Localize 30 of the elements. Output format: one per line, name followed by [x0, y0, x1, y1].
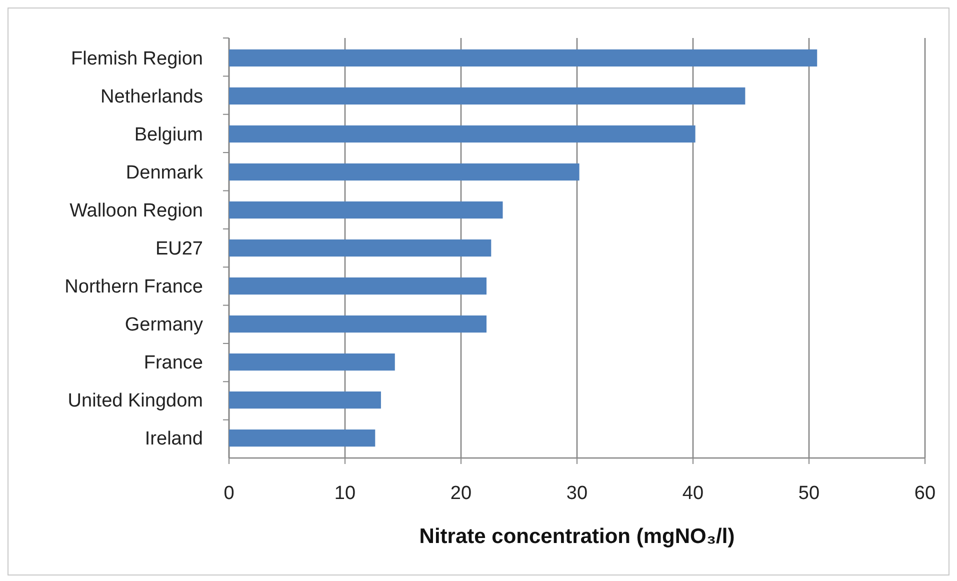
bar — [229, 277, 487, 295]
y-tick-label: Germany — [124, 314, 204, 336]
bar — [229, 429, 376, 447]
y-tick-label: Northern France — [64, 276, 203, 298]
y-tick-label: Walloon Region — [70, 200, 203, 222]
y-tick-label: Flemish Region — [71, 48, 203, 70]
bar — [229, 315, 487, 333]
y-tick-label: Belgium — [134, 124, 203, 146]
x-tick-label: 60 — [914, 483, 936, 504]
bar — [229, 163, 580, 181]
y-tick-label: United Kingdom — [68, 390, 203, 412]
bar — [229, 391, 381, 409]
y-tick-label: Denmark — [126, 162, 204, 184]
x-tick-label: 20 — [450, 483, 472, 504]
bar — [229, 201, 503, 219]
bar — [229, 353, 395, 371]
x-tick-label: 50 — [798, 483, 820, 504]
bar — [229, 49, 818, 67]
bar — [229, 87, 746, 105]
x-axis-title: Nitrate concentration (mgNO₃/l) — [419, 525, 735, 548]
x-tick-label: 0 — [224, 483, 234, 504]
y-tick-label: Netherlands — [100, 86, 203, 108]
bar — [229, 239, 492, 257]
y-tick-label: France — [144, 352, 203, 374]
x-tick-label: 40 — [682, 483, 704, 504]
x-tick-label: 30 — [566, 483, 588, 504]
y-tick-label: Ireland — [144, 428, 203, 450]
bar — [229, 125, 696, 143]
y-tick-label: EU27 — [155, 238, 203, 260]
x-tick-label: 10 — [334, 483, 356, 504]
